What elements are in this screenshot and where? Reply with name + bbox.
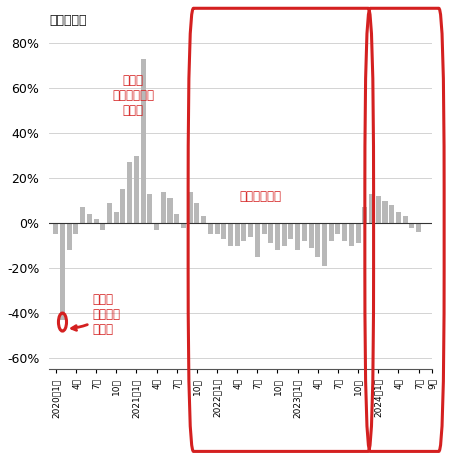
Text: 緩やかに減少: 緩やかに減少 — [240, 190, 282, 203]
Bar — [80, 207, 85, 223]
Bar — [94, 219, 99, 223]
Bar — [215, 223, 220, 234]
Bar — [67, 223, 72, 250]
Bar — [416, 223, 421, 232]
Bar — [194, 203, 199, 223]
Bar — [342, 223, 347, 241]
Bar — [349, 223, 354, 245]
Bar — [140, 59, 146, 223]
Bar — [315, 223, 320, 257]
Bar — [60, 223, 65, 320]
Bar — [369, 194, 374, 223]
Bar — [73, 223, 78, 234]
Bar — [382, 200, 387, 223]
Bar — [356, 223, 360, 244]
Bar — [201, 216, 206, 223]
Text: 第一波
（前年同月）
の反動: 第一波 （前年同月） の反動 — [112, 75, 154, 118]
Bar — [362, 207, 367, 223]
Bar — [410, 223, 414, 228]
Bar — [121, 189, 126, 223]
Bar — [53, 223, 58, 234]
Bar — [87, 214, 92, 223]
Bar — [255, 223, 260, 257]
Bar — [275, 223, 280, 250]
Bar — [282, 223, 287, 245]
Bar — [228, 223, 233, 245]
Bar — [234, 223, 240, 245]
Text: 前年同月比: 前年同月比 — [49, 14, 86, 27]
Bar — [174, 214, 179, 223]
Bar — [107, 203, 112, 223]
Bar — [322, 223, 327, 266]
Bar — [208, 223, 213, 234]
Bar — [188, 192, 193, 223]
Bar — [127, 163, 132, 223]
Text: コロナ
第一波は
大幅減: コロナ 第一波は 大幅減 — [72, 293, 121, 336]
Bar — [248, 223, 253, 237]
Bar — [221, 223, 226, 239]
Bar — [309, 223, 314, 248]
Bar — [241, 223, 247, 241]
Bar — [288, 223, 293, 239]
Bar — [376, 196, 381, 223]
Bar — [389, 205, 394, 223]
Bar — [134, 156, 139, 223]
Bar — [147, 194, 153, 223]
Bar — [100, 223, 105, 230]
Bar — [302, 223, 307, 241]
Bar — [329, 223, 334, 241]
Bar — [396, 212, 401, 223]
Bar — [261, 223, 266, 234]
Bar — [161, 192, 166, 223]
Bar — [114, 212, 119, 223]
Bar — [295, 223, 300, 250]
Text: 今は増加
傾向に: 今は増加 傾向に — [0, 462, 1, 463]
Bar — [403, 216, 408, 223]
Bar — [154, 223, 159, 230]
Bar — [181, 223, 186, 228]
Bar — [167, 198, 172, 223]
Bar — [268, 223, 273, 244]
Bar — [335, 223, 341, 234]
